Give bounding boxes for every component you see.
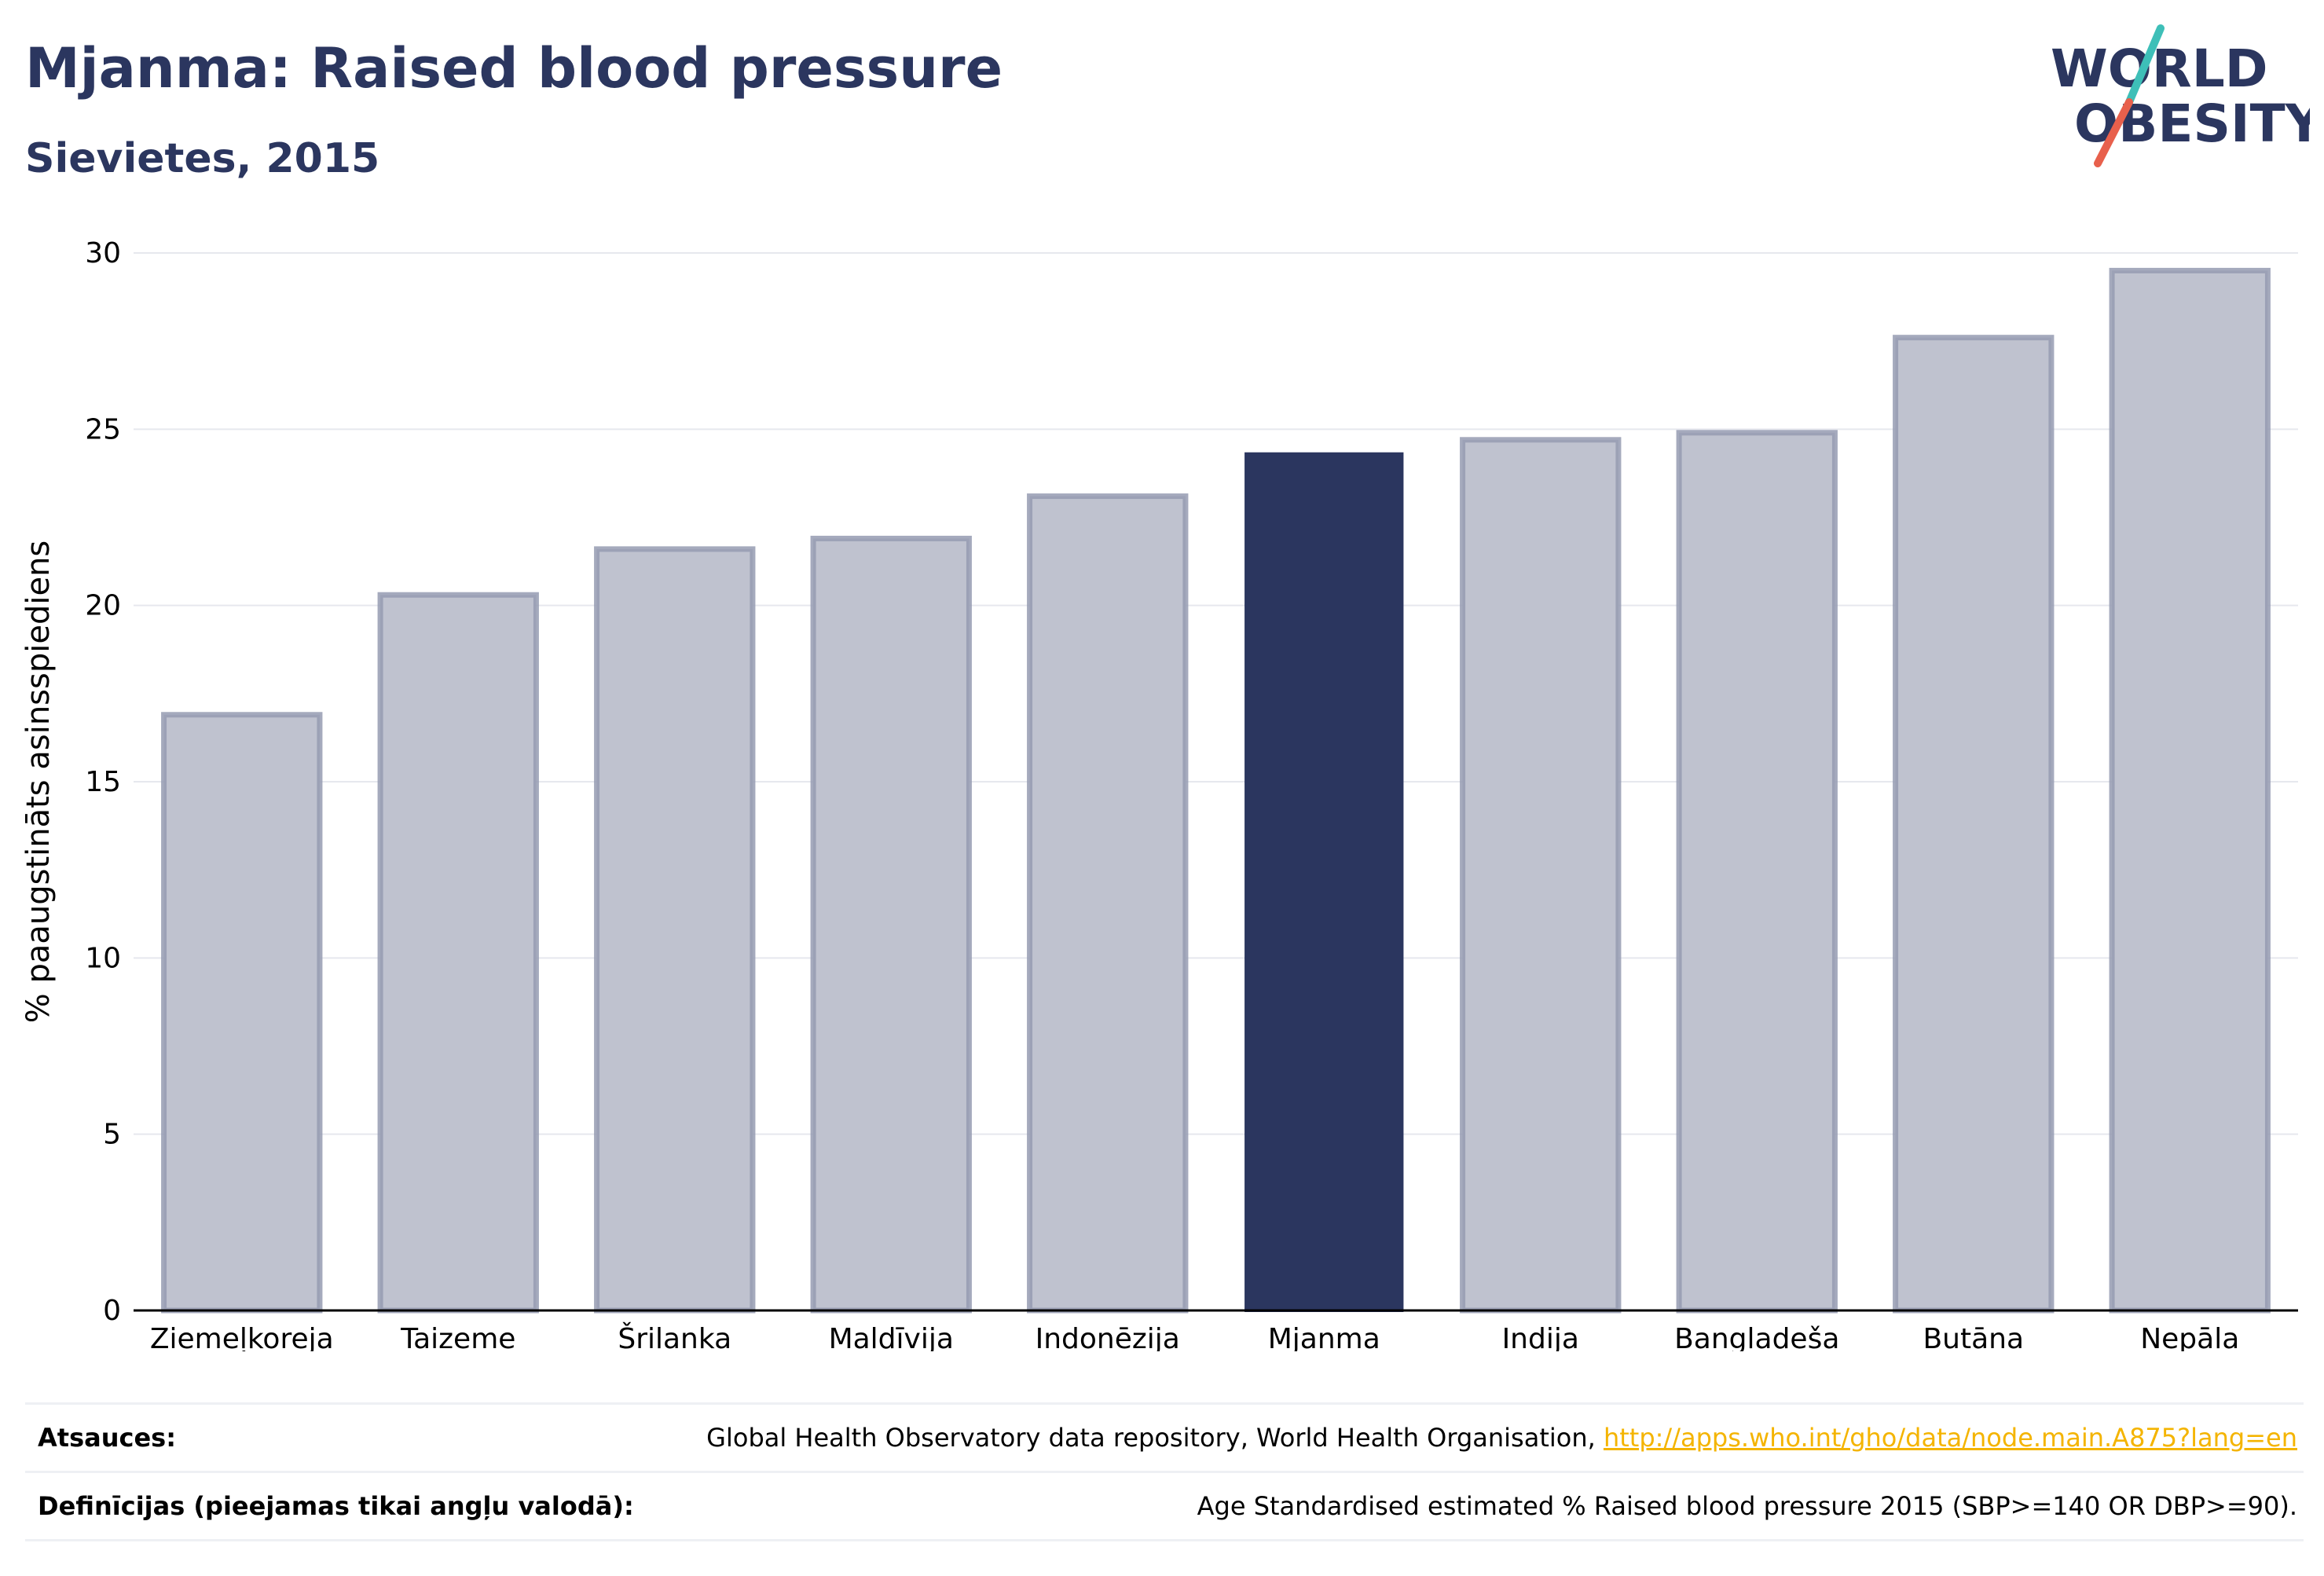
logo-word-obesity: OBESITY xyxy=(2074,93,2310,154)
x-tick-label: Ziemeļkoreja xyxy=(150,1323,334,1351)
bars xyxy=(161,267,2271,1314)
y-tick-label: 25 xyxy=(85,413,121,445)
y-tick-label: 5 xyxy=(103,1119,121,1151)
bar-comparison xyxy=(1027,493,1189,1314)
bar-comparison xyxy=(1460,437,1622,1314)
x-tick-label: Bangladeša xyxy=(1674,1323,1839,1351)
bar-comparison xyxy=(810,535,972,1314)
chart-svg: 0 5 10 15 20 25 30 Ziemeļkoreja Taizeme Šrilanka M… xyxy=(20,237,2298,1351)
y-axis-title: % paaugstināts asinsspiediens xyxy=(20,541,57,1024)
definitions-value: Age Standardised estimated % Raised bloo… xyxy=(1197,1491,2297,1521)
world-obesity-logo: WORLD OBESITY xyxy=(2043,24,2310,173)
page-title: Mjanma: Raised blood pressure xyxy=(25,36,1003,101)
y-tick-label: 0 xyxy=(103,1295,121,1327)
page-subtitle: Sievietes, 2015 xyxy=(25,135,380,182)
x-tick-label: Nepāla xyxy=(2140,1323,2239,1351)
footer: Atsauces: Global Health Observatory data… xyxy=(25,1402,2304,1541)
y-tick-label: 20 xyxy=(85,590,121,622)
x-tick-label: Indija xyxy=(1502,1323,1579,1351)
axes: 0 5 10 15 20 25 30 Ziemeļkoreja Taizeme Šrilanka M… xyxy=(85,237,2298,1351)
bar-chart: 0 5 10 15 20 25 30 Ziemeļkoreja Taizeme Šrilanka M… xyxy=(0,212,2324,1351)
bar-comparison xyxy=(377,592,539,1314)
logo-slash-top-icon xyxy=(2125,24,2165,106)
sources-link[interactable]: http://apps.who.int/gho/data/node.main.A… xyxy=(1603,1423,2297,1453)
bar-comparison xyxy=(1893,335,2055,1314)
y-tick-label: 15 xyxy=(85,766,121,798)
bar-comparison xyxy=(161,712,323,1314)
x-tick-label: Taizeme xyxy=(400,1323,515,1351)
logo-word-world: WORLD xyxy=(2051,38,2268,99)
y-tick-label: 30 xyxy=(85,237,121,269)
y-tick-label: 10 xyxy=(85,942,121,974)
bar-comparison xyxy=(1676,430,1838,1314)
x-tick-label: Indonēzija xyxy=(1036,1323,1180,1351)
sources-label: Atsauces: xyxy=(38,1423,176,1453)
x-tick-label: Šrilanka xyxy=(618,1322,731,1351)
sources-row: Atsauces: Global Health Observatory data… xyxy=(25,1402,2304,1471)
bar-highlighted xyxy=(1244,452,1404,1312)
bar-comparison xyxy=(594,546,756,1314)
x-tick-label: Mjanma xyxy=(1268,1323,1380,1351)
x-tick-label: Maldīvija xyxy=(829,1323,954,1351)
definitions-row: Definīcijas (pieejamas tikai angļu valod… xyxy=(25,1471,2304,1541)
definitions-label: Definīcijas (pieejamas tikai angļu valod… xyxy=(38,1491,634,1521)
sources-value: Global Health Observatory data repositor… xyxy=(706,1423,2304,1453)
sources-text: Global Health Observatory data repositor… xyxy=(706,1423,1604,1453)
logo-slash-bottom-icon xyxy=(2094,98,2133,167)
bar-comparison xyxy=(2109,267,2271,1314)
x-tick-label: Butāna xyxy=(1923,1323,2024,1351)
